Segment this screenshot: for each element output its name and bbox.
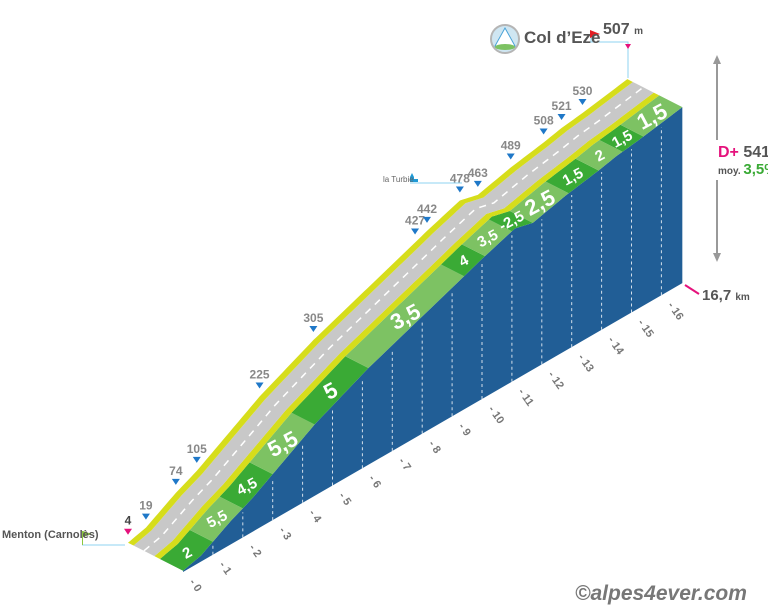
road-surface bbox=[133, 81, 654, 557]
road-edge-front bbox=[154, 92, 660, 559]
km-tick-label: - 16 bbox=[665, 300, 686, 322]
km-tick-label: - 14 bbox=[605, 335, 626, 358]
gradient-segment bbox=[291, 356, 369, 425]
altitude-marker-icon bbox=[423, 216, 431, 223]
altitude-marker-icon bbox=[255, 382, 264, 389]
km-tick-label: - 0 bbox=[187, 577, 204, 594]
altitude-marker-label: 105 bbox=[187, 442, 207, 456]
km-tick-label: - 2 bbox=[246, 542, 263, 559]
altitude-marker-label: 442 bbox=[417, 202, 437, 216]
altitude-marker-icon bbox=[141, 513, 150, 520]
total-distance: 16,7 km bbox=[702, 287, 750, 304]
distance-end-tick bbox=[684, 284, 700, 295]
road-edge-back bbox=[128, 79, 633, 546]
altitude-marker-icon bbox=[124, 528, 132, 535]
km-tick-label: - 3 bbox=[276, 525, 293, 542]
gradient-segment bbox=[599, 124, 644, 152]
altitude-marker-label: 19 bbox=[139, 499, 153, 513]
altitude-marker-label: 521 bbox=[552, 99, 572, 113]
gradient-segment bbox=[189, 496, 243, 542]
summit-marker-icon bbox=[625, 44, 631, 49]
altitude-marker-label: 305 bbox=[303, 311, 323, 325]
gradient-segment bbox=[545, 158, 599, 194]
gradient-segment bbox=[620, 95, 683, 137]
summit-flag-icon bbox=[590, 30, 600, 38]
altitude-marker-icon bbox=[578, 99, 587, 106]
gradient-segment bbox=[249, 412, 315, 475]
gradient-segment bbox=[440, 244, 485, 277]
logo-grass bbox=[495, 44, 515, 50]
altitude-marker-icon bbox=[506, 153, 515, 160]
average-gradient: moy. 3,5% bbox=[718, 161, 768, 178]
gradient-segment bbox=[509, 181, 569, 223]
km-tick-label: - 4 bbox=[306, 508, 324, 526]
start-label: Menton (Carnolès) bbox=[2, 529, 99, 541]
altitude-marker-label: 427 bbox=[405, 214, 425, 228]
altitude-marker-icon bbox=[539, 128, 548, 135]
km-tick-label: - 5 bbox=[336, 490, 353, 507]
km-tick-label: - 6 bbox=[366, 473, 383, 490]
altitude-marker-label: 478 bbox=[450, 171, 470, 185]
km-tick-label: - 7 bbox=[396, 456, 413, 473]
km-tick-label: - 10 bbox=[486, 404, 507, 426]
summit-title: Col d’Eze bbox=[524, 28, 601, 47]
church-icon bbox=[410, 173, 418, 182]
altitude-marker-label: 489 bbox=[501, 139, 521, 153]
gradient-segment bbox=[488, 211, 533, 232]
km-tick-label: - 12 bbox=[545, 369, 566, 391]
km-tick-label: - 8 bbox=[426, 438, 443, 455]
altitude-marker-label: 225 bbox=[250, 368, 270, 382]
km-tick-label: - 15 bbox=[635, 317, 656, 339]
altitude-marker-label: 508 bbox=[534, 113, 554, 127]
km-tick-label: - 1 bbox=[216, 560, 233, 577]
start-flag-icon bbox=[82, 531, 92, 545]
altitude-marker-label: 530 bbox=[572, 84, 592, 98]
road-centerline bbox=[143, 86, 644, 552]
altitude-marker-icon bbox=[557, 113, 566, 120]
gradient-segment bbox=[219, 462, 273, 509]
gradient-segment bbox=[461, 219, 512, 257]
col-logo-icon bbox=[490, 24, 520, 54]
altitude-marker-icon bbox=[473, 180, 482, 187]
altitude-marker-icon bbox=[309, 326, 318, 333]
km-tick-label: - 9 bbox=[456, 421, 473, 438]
copyright: ©alpes4ever.com bbox=[575, 582, 747, 605]
gradient-segment bbox=[159, 529, 213, 571]
summit-altitude: 507 m bbox=[603, 21, 644, 38]
profile-side-face bbox=[183, 107, 683, 572]
gradient-segment bbox=[575, 139, 623, 171]
km-tick-label: - 11 bbox=[515, 387, 535, 409]
altitude-marker-icon bbox=[455, 186, 464, 193]
altitude-marker-label: 4 bbox=[125, 514, 132, 528]
gradient-segment bbox=[345, 264, 465, 369]
arrow-down-icon bbox=[713, 253, 721, 262]
altitude-marker-icon bbox=[411, 228, 420, 235]
arrow-up-icon bbox=[713, 55, 721, 64]
altitude-marker-icon bbox=[192, 456, 201, 463]
summit-leader-line bbox=[590, 36, 629, 78]
km-tick-label: - 13 bbox=[575, 352, 596, 374]
altitude-marker-label: 74 bbox=[169, 464, 183, 478]
altitude-marker-label: 463 bbox=[468, 166, 488, 180]
waypoint-label: la Turbie bbox=[383, 175, 414, 184]
altitude-marker-icon bbox=[171, 478, 180, 485]
